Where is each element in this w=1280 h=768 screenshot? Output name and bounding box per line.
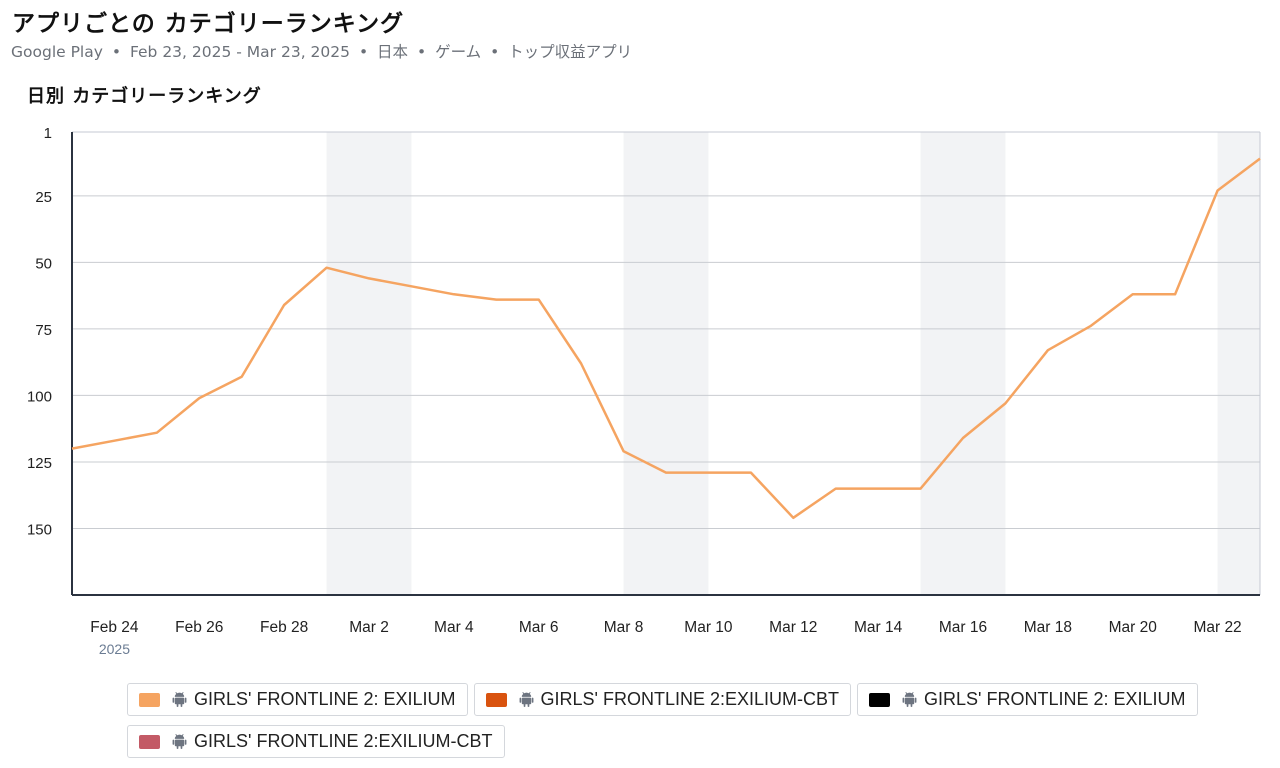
legend-swatch — [485, 692, 507, 707]
chart-legend: GIRLS' FRONTLINE 2: EXILIUM GIRLS' FRONTL… — [127, 683, 1227, 758]
legend-swatch — [139, 734, 160, 749]
weekend-band — [623, 132, 709, 595]
separator: • — [490, 43, 500, 61]
y-tick-label: 50 — [35, 255, 52, 272]
separator: • — [358, 43, 369, 61]
android-icon — [902, 691, 917, 708]
legend-swatch — [869, 692, 890, 707]
android-icon — [172, 691, 187, 708]
legend-label: GIRLS' FRONTLINE 2: EXILIUM — [194, 689, 456, 709]
legend-label: GIRLS' FRONTLINE 2: EXILIUM — [924, 689, 1186, 709]
legend-swatch — [139, 692, 160, 707]
y-tick-label: 25 — [35, 189, 52, 206]
x-tick-label: Mar 10 — [684, 619, 733, 636]
weekend-band — [326, 132, 412, 595]
android-icon — [519, 691, 534, 708]
x-tick-label: Feb 24 — [90, 619, 139, 636]
x-tick-label: Mar 8 — [604, 619, 644, 636]
subtitle: Google Play • Feb 23, 2025 - Mar 23, 202… — [11, 40, 632, 62]
y-tick-label: 150 — [27, 521, 52, 538]
series-line — [71, 157, 1261, 520]
weekend-band — [920, 132, 1006, 595]
x-tick-sublabel: 2025 — [99, 641, 130, 657]
legend-item[interactable]: GIRLS' FRONTLINE 2:EXILIUM-CBT — [127, 725, 505, 758]
category-label: ゲーム — [435, 43, 482, 61]
x-tick-label: Mar 12 — [769, 619, 817, 636]
x-tick-label: Mar 18 — [1024, 619, 1072, 636]
country-label: 日本 — [377, 43, 409, 61]
y-tick-label: 100 — [27, 388, 52, 405]
x-tick-label: Mar 14 — [854, 619, 903, 636]
weekend-band — [1217, 132, 1260, 595]
separator: • — [111, 43, 122, 61]
x-tick-label: Mar 22 — [1193, 619, 1241, 636]
x-tick-label: Mar 4 — [434, 619, 474, 636]
date-range-label: Feb 23, 2025 - Mar 23, 2025 — [129, 43, 350, 61]
legend-label: GIRLS' FRONTLINE 2:EXILIUM-CBT — [194, 731, 493, 751]
chart-title: 日別 カテゴリーランキング — [27, 86, 262, 107]
x-tick-label: Mar 6 — [519, 619, 559, 636]
separator: • — [416, 43, 427, 61]
android-icon — [172, 733, 187, 750]
x-tick-label: Feb 28 — [260, 619, 308, 636]
x-tick-label: Mar 16 — [939, 619, 987, 636]
legend-label: GIRLS' FRONTLINE 2:EXILIUM-CBT — [540, 689, 840, 709]
legend-item[interactable]: GIRLS' FRONTLINE 2:EXILIUM-CBT — [473, 683, 851, 716]
legend-item[interactable]: GIRLS' FRONTLINE 2: EXILIUM — [127, 683, 468, 716]
page-title: アプリごとの カテゴリーランキング — [12, 10, 405, 37]
y-tick-label: 75 — [35, 322, 52, 339]
y-tick-label: 1 — [44, 125, 52, 142]
x-tick-label: Mar 20 — [1109, 619, 1158, 636]
chart-kind-label: トップ収益アプリ — [508, 43, 633, 61]
y-tick-label: 125 — [27, 455, 52, 472]
x-tick-label: Feb 26 — [175, 619, 223, 636]
legend-item[interactable]: GIRLS' FRONTLINE 2: EXILIUM — [857, 683, 1198, 716]
store-label: Google Play — [11, 43, 103, 61]
x-tick-label: Mar 2 — [349, 619, 389, 636]
